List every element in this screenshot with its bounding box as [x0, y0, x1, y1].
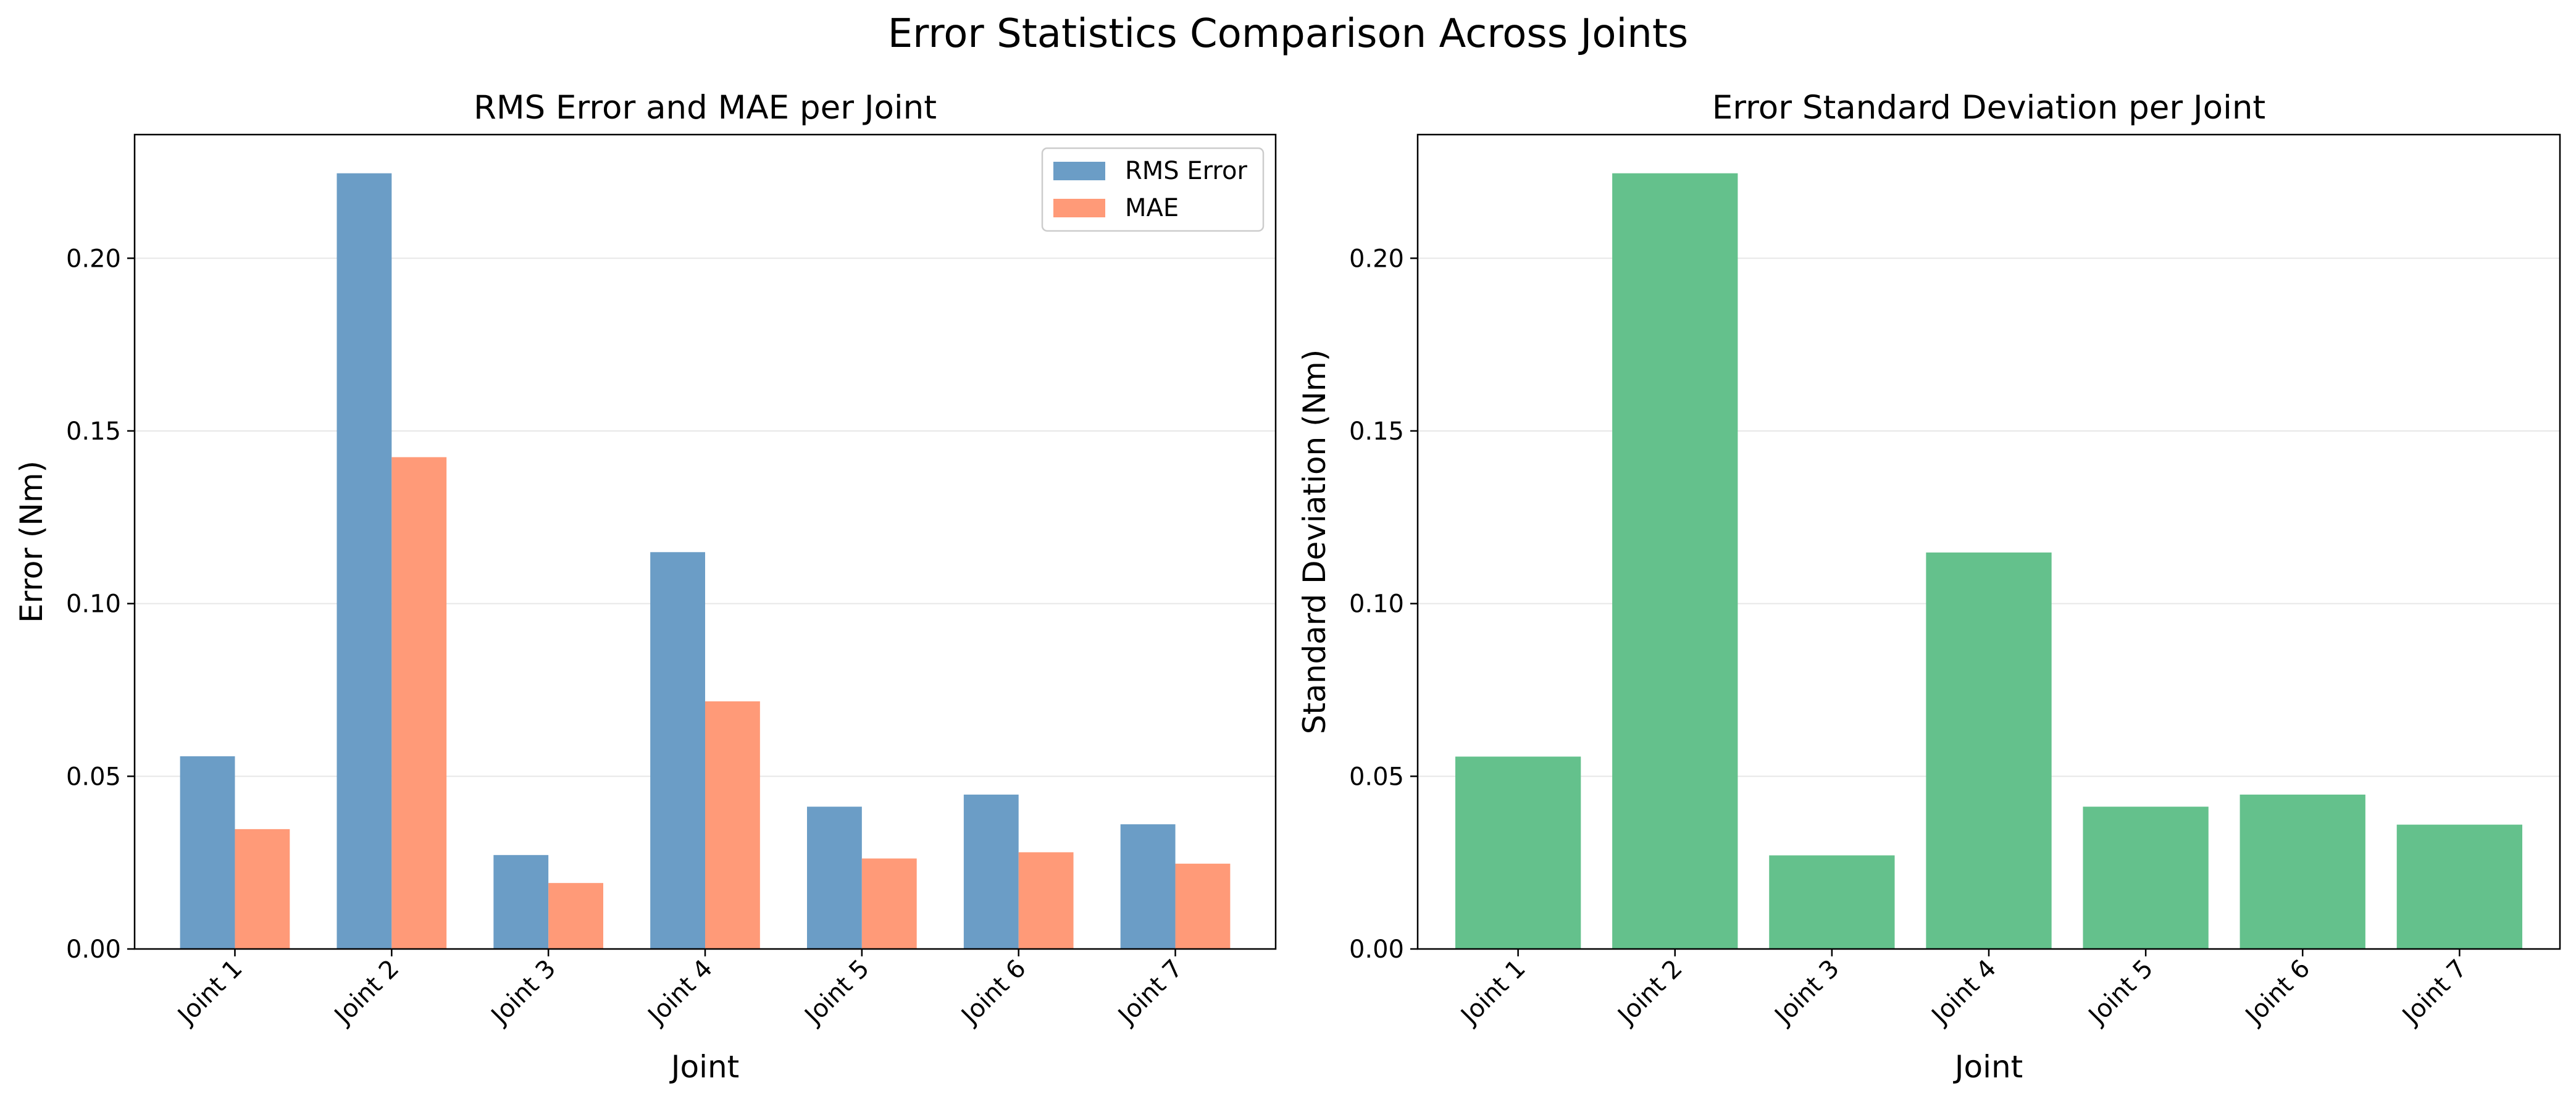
x-tick-label: Joint 4 — [1925, 955, 2002, 1031]
legend-swatch — [1053, 199, 1105, 217]
panel-std-dev: 0.00 0.05 0.10 0.15 0.20 Joint 1 Joint 2 Joint … — [1297, 89, 2561, 1085]
x-tick-label: Joint 2 — [328, 955, 404, 1031]
bar-mae-3 — [548, 883, 603, 949]
legend-label: MAE — [1125, 194, 1179, 222]
figure-title: Error Statistics Comparison Across Joint… — [888, 11, 1689, 57]
bar-rms-error-6 — [963, 794, 1019, 949]
bar-std-dev-7 — [2396, 824, 2523, 949]
bar-rms-error-5 — [807, 806, 862, 949]
y-tick-label: 0.10 — [66, 590, 121, 619]
bar-mae-1 — [235, 829, 290, 949]
x-tick-label: Joint 5 — [798, 955, 875, 1031]
bar-std-dev-5 — [2083, 806, 2209, 949]
y-tick-label: 0.05 — [1349, 763, 1404, 791]
bar-mae-6 — [1018, 852, 1074, 949]
x-tick-label: Joint 7 — [2396, 955, 2472, 1031]
bar-std-dev-1 — [1455, 756, 1581, 949]
panel-title: Error Standard Deviation per Joint — [1712, 89, 2265, 127]
x-tick-label: Joint 3 — [485, 955, 561, 1031]
y-tick-label: 0.20 — [66, 244, 121, 273]
bar-std-dev-6 — [2239, 794, 2365, 949]
x-tick-label: Joint 6 — [2239, 955, 2315, 1031]
bar-std-dev-2 — [1612, 173, 1738, 950]
y-tick-label: 0.15 — [66, 417, 121, 446]
legend-label: RMS Error — [1125, 157, 1247, 185]
y-tick-label: 0.00 — [1349, 935, 1404, 964]
bar-std-dev-3 — [1769, 855, 1895, 949]
y-tick-label: 0.15 — [1349, 417, 1404, 446]
x-tick-label: Joint 5 — [2082, 955, 2159, 1031]
bar-mae-7 — [1175, 863, 1231, 949]
bar-rms-error-7 — [1120, 824, 1176, 949]
y-tick-label: 0.20 — [1349, 244, 1404, 273]
bar-std-dev-4 — [1926, 552, 2052, 949]
panel-rms-mae: 0.00 0.05 0.10 0.15 0.20 Joint 1 Joint 2 Joint … — [14, 89, 1277, 1085]
panel-title: RMS Error and MAE per Joint — [474, 89, 937, 127]
x-tick-label: Joint 2 — [1612, 955, 1688, 1031]
legend-swatch — [1053, 162, 1105, 180]
bar-mae-4 — [705, 701, 760, 949]
bar-mae-2 — [391, 457, 447, 949]
bar-rms-error-3 — [493, 855, 549, 949]
x-tick-label: Joint 7 — [1111, 955, 1188, 1031]
y-tick-label: 0.10 — [1349, 590, 1404, 619]
x-tick-label: Joint 6 — [955, 955, 1032, 1031]
y-axis-label: Standard Deviation (Nm) — [1297, 349, 1332, 735]
x-axis-label: Joint — [1953, 1049, 2023, 1085]
y-tick-label: 0.00 — [66, 935, 121, 964]
x-tick-label: Joint 1 — [171, 955, 248, 1031]
y-axis-label: Error (Nm) — [14, 461, 49, 623]
bar-rms-error-4 — [650, 552, 705, 949]
x-tick-label: Joint 4 — [642, 955, 718, 1031]
x-tick-label: Joint 1 — [1455, 955, 1531, 1031]
y-tick-label: 0.05 — [66, 763, 121, 791]
x-axis-label: Joint — [669, 1049, 740, 1085]
bar-mae-5 — [861, 858, 917, 949]
x-tick-label: Joint 3 — [1768, 955, 1845, 1031]
bar-rms-error-1 — [180, 756, 235, 949]
legend: RMS Error MAE — [1041, 147, 1265, 232]
bar-rms-error-2 — [337, 173, 392, 950]
